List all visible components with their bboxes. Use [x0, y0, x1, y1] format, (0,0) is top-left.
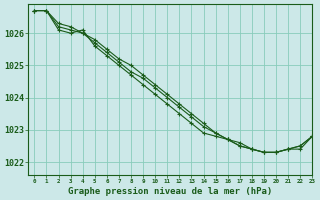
X-axis label: Graphe pression niveau de la mer (hPa): Graphe pression niveau de la mer (hPa): [68, 187, 272, 196]
